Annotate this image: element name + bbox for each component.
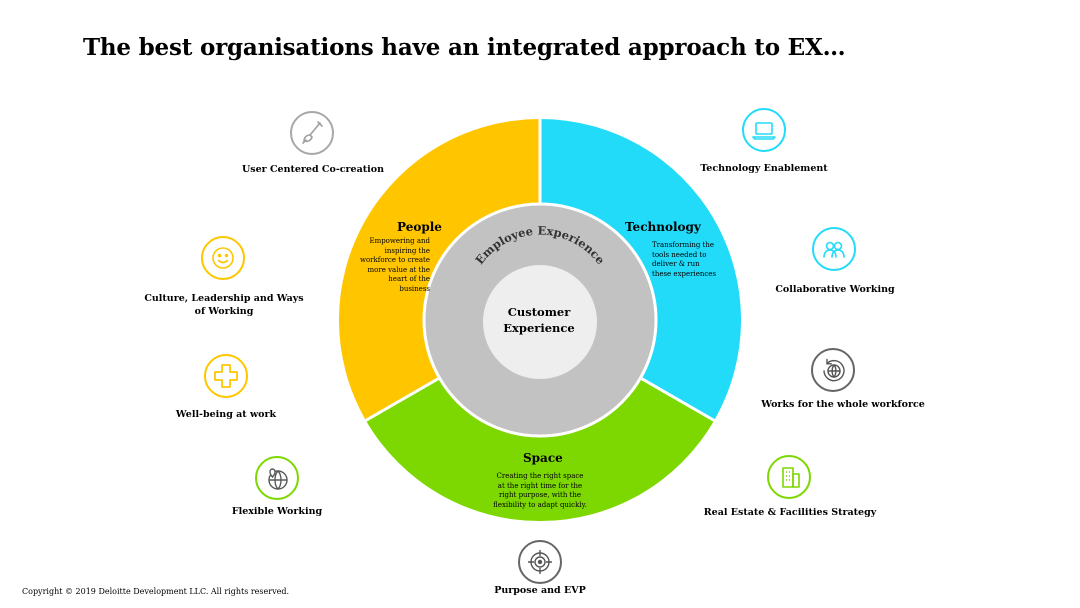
customer-experience-label: Customer Experience xyxy=(484,304,594,336)
people-description: Empowering and inspiring the workforce t… xyxy=(359,237,430,293)
smiley-icon xyxy=(201,236,245,280)
people-icon xyxy=(812,227,856,271)
laptop-icon xyxy=(742,108,786,152)
technology-description: Transforming the tools needed to deliver… xyxy=(652,241,717,278)
paintbrush-icon xyxy=(290,111,334,155)
space-description: Creating the right space at the right ti… xyxy=(493,472,587,509)
page-title: The best organisations have an integrate… xyxy=(83,34,846,61)
enabler-label-user-centered: User Centered Co-creation xyxy=(241,164,384,175)
enabler-label-culture: Culture, Leadership and Ways of Working xyxy=(144,293,304,317)
customer-experience-core xyxy=(483,265,597,379)
enabler-label-technology: Technology Enablement xyxy=(700,163,828,174)
people-title: People xyxy=(397,220,442,234)
core-line-2: Experience xyxy=(503,321,575,335)
enabler-label-purpose: Purpose and EVP xyxy=(494,585,586,596)
enabler-label-whole-workforce: Works for the whole workforce xyxy=(761,399,925,410)
globe-cycle-icon xyxy=(811,348,855,392)
enabler-label-wellbeing: Well-being at work xyxy=(175,409,277,420)
space-title: Space xyxy=(523,451,563,465)
medical-cross-icon xyxy=(204,354,248,398)
enabler-label-real-estate: Real Estate & Facilities Strategy xyxy=(703,507,877,518)
copyright-notice: Copyright © 2019 Deloitte Development LL… xyxy=(22,587,289,596)
building-icon xyxy=(767,455,811,499)
technology-title: Technology xyxy=(625,220,701,234)
enabler-label-flexible: Flexible Working xyxy=(231,506,323,517)
globe-pin-icon xyxy=(255,456,299,500)
core-line-1: Customer xyxy=(507,305,571,319)
enabler-label-collaborative: Collaborative Working xyxy=(775,284,895,295)
target-icon xyxy=(518,540,562,584)
